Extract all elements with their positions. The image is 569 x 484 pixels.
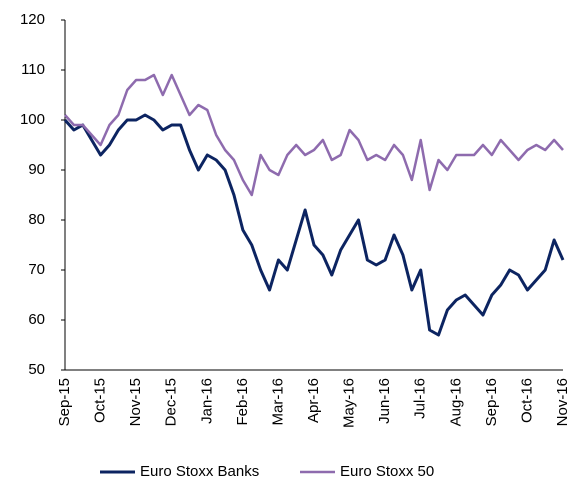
x-tick-label: Nov-16	[554, 378, 569, 426]
legend-label: Euro Stoxx 50	[340, 463, 434, 480]
x-tick-label: Nov-15	[127, 378, 144, 426]
x-tick-label: Jun-16	[376, 378, 393, 424]
x-tick-label: Sep-15	[56, 378, 73, 426]
y-tick-label: 90	[28, 161, 45, 178]
x-tick-label: Apr-16	[305, 378, 322, 423]
x-tick-label: Sep-16	[483, 378, 500, 426]
y-tick-label: 110	[21, 61, 45, 78]
y-tick-label: 80	[28, 211, 45, 228]
x-tick-label: Jan-16	[198, 378, 215, 424]
x-tick-label: Jul-16	[412, 378, 429, 419]
x-tick-label: Oct-15	[92, 378, 109, 423]
x-tick-label: Dec-15	[163, 378, 180, 426]
x-tick-label: Feb-16	[234, 378, 251, 426]
series-line	[63, 113, 565, 337]
y-tick-label: 70	[28, 261, 45, 278]
y-tick-label: 50	[28, 361, 45, 378]
x-tick-label: Mar-16	[269, 378, 286, 426]
legend-label: Euro Stoxx Banks	[140, 463, 259, 480]
x-tick-label: May-16	[341, 378, 358, 428]
x-tick-label: Oct-16	[518, 378, 535, 423]
y-tick-label: 60	[28, 311, 45, 328]
y-tick-label: 120	[20, 11, 45, 28]
series-line	[64, 73, 564, 197]
x-tick-label: Aug-16	[447, 378, 464, 426]
y-tick-label: 100	[20, 111, 45, 128]
